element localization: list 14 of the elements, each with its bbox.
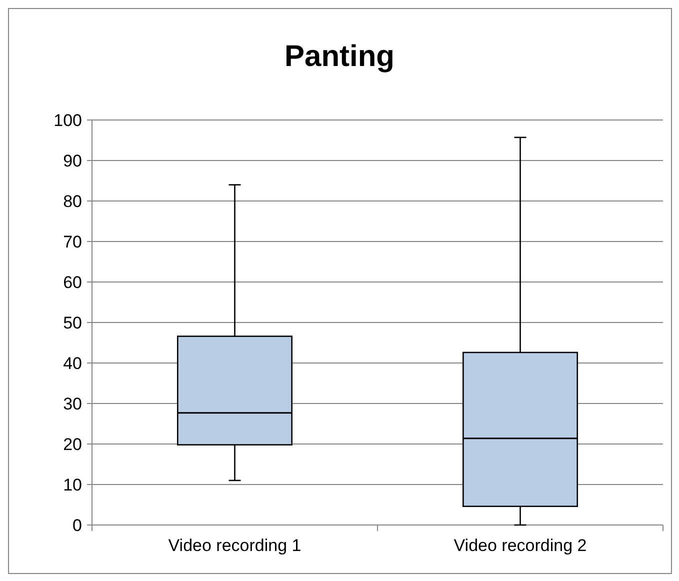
- y-tick-label: 0: [72, 516, 82, 535]
- y-tick-label: 70: [63, 232, 82, 252]
- x-tick-label: Video recording 2: [454, 536, 587, 555]
- y-tick-label: 90: [63, 151, 82, 170]
- y-tick-label: 10: [63, 475, 82, 494]
- y-tick-label: 60: [63, 272, 82, 292]
- y-tick-label: 30: [63, 394, 82, 414]
- x-tick-label: Video recording 1: [168, 536, 302, 555]
- y-tick-label: 40: [63, 354, 82, 373]
- y-tick-label: 50: [63, 313, 82, 332]
- chart-title: Panting: [284, 40, 394, 73]
- y-tick-label: 100: [54, 110, 82, 130]
- y-tick-label: 80: [63, 192, 82, 211]
- y-tick-label: 20: [63, 434, 82, 454]
